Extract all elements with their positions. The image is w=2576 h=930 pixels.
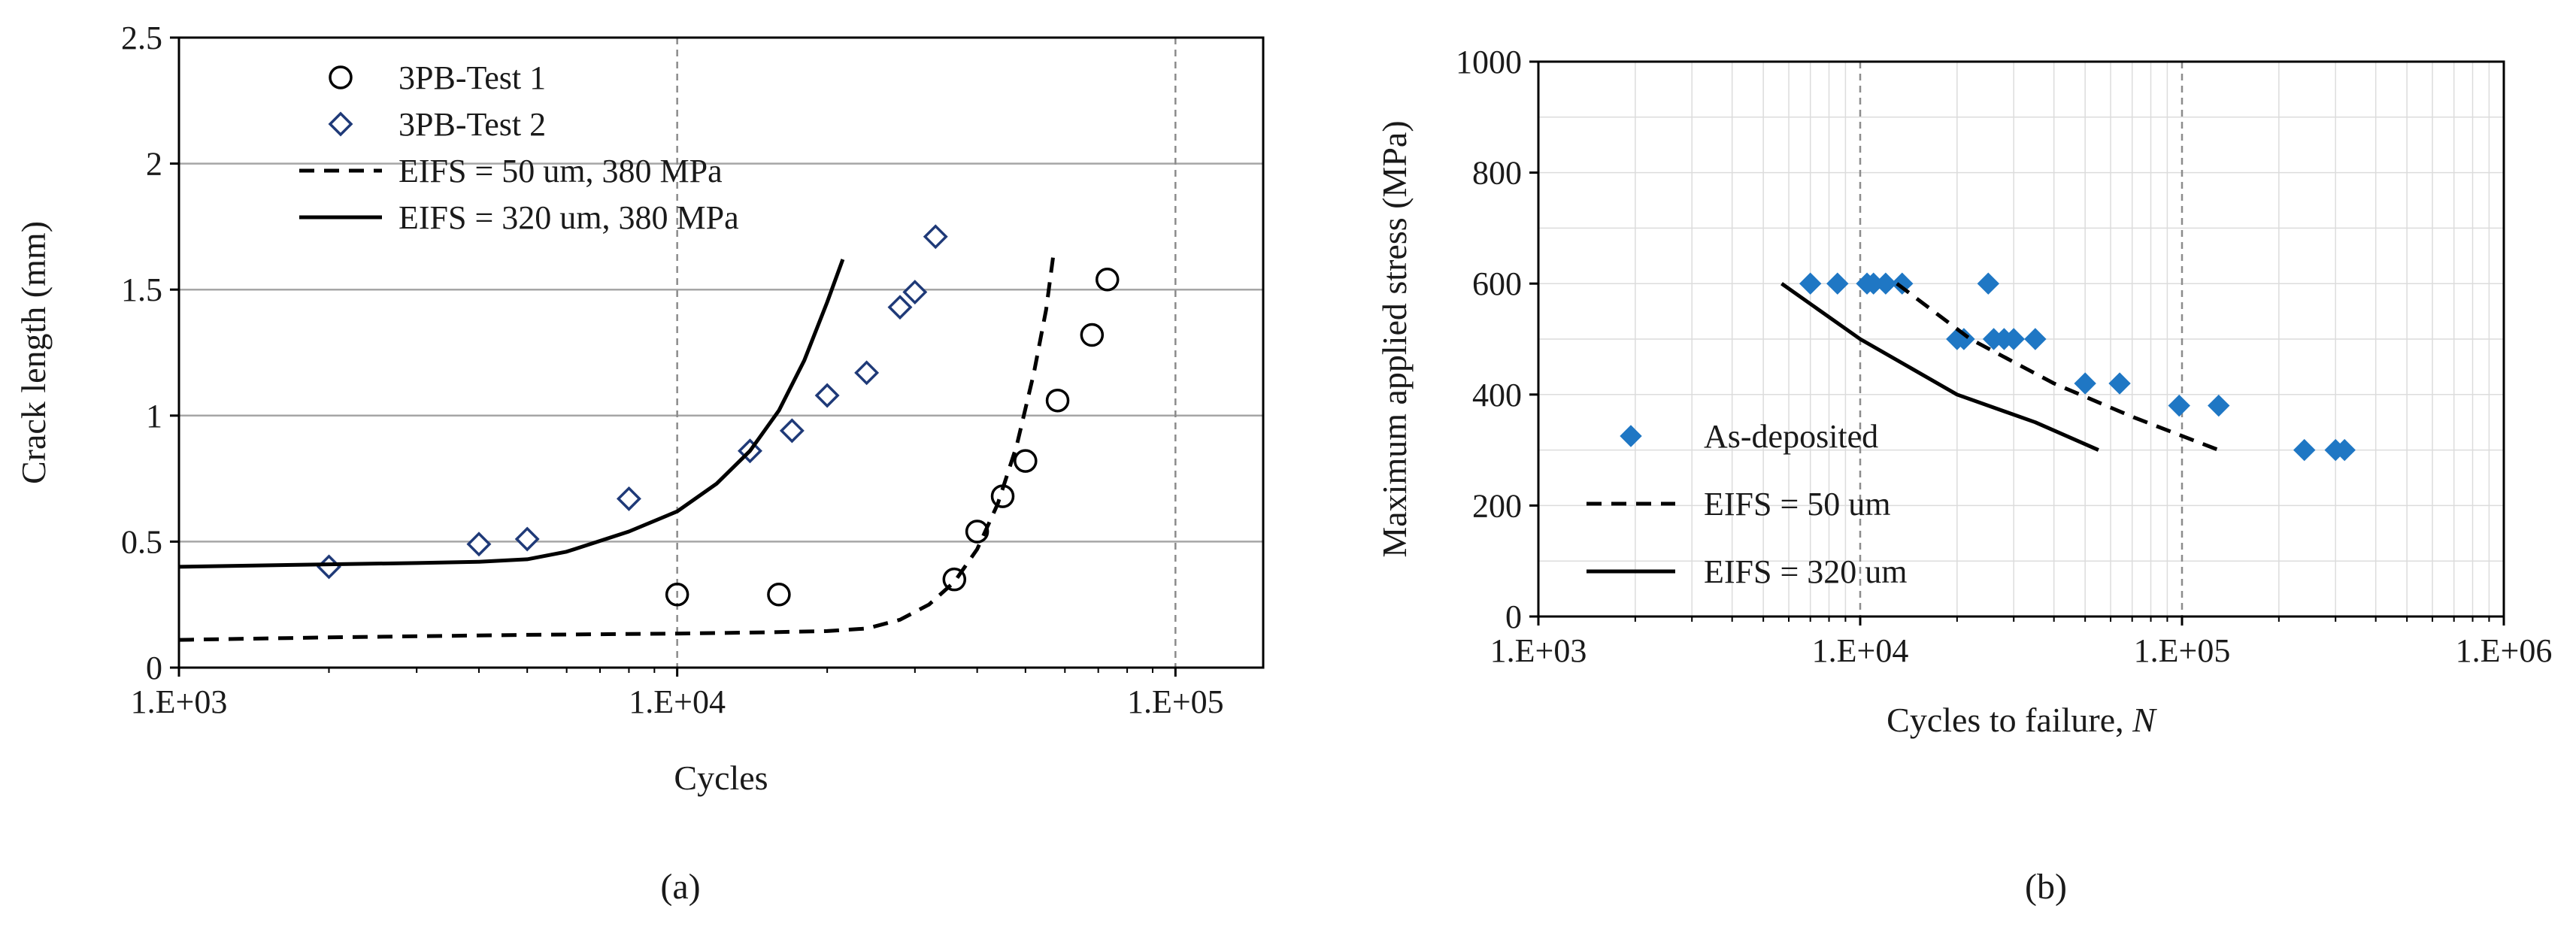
chart-a-y-tick-label: 1.5 [121,271,162,308]
legend-item: As-deposited [1620,418,1878,455]
chart-a-y-tick-label: 1 [146,398,162,435]
chart-a-series [178,224,1120,642]
data-point [1080,323,1105,347]
chart-b-y-tick-label: 800 [1472,155,1522,192]
data-point [854,360,880,386]
chart-b-series [1780,272,2356,462]
chart-a-x-tick-label: 1.E+04 [629,683,726,720]
legend-label: 3PB-Test 2 [399,106,546,143]
chart-b-x-tick-label: 1.E+06 [2456,632,2553,669]
data-point [2002,328,2025,350]
chart-b-panel-label: (b) [2025,867,2067,907]
data-point [1891,272,1914,295]
chart-a-x-tick-label: 1.E+03 [131,683,228,720]
data-point [767,583,791,607]
data-point [887,295,913,320]
chart-b-plot-frame [1537,60,2505,618]
legend-swatch [329,65,353,89]
legend-swatch [1620,425,1642,447]
chart-b-x-axis-title-symbol: N [2132,701,2157,739]
data-point [2293,438,2316,462]
chart-a-plot-frame [177,36,1265,669]
series-line [178,251,1056,642]
series-3pb-test-1 [665,268,1120,607]
series-eifs-320-um [1780,282,2099,452]
data-point [317,554,341,580]
series-line [178,259,845,569]
data-point [2108,372,2131,395]
data-point [814,383,840,408]
legend-label: EIFS = 320 um, 380 MPa [399,199,739,236]
chart-a-y-tick-label: 0 [146,650,162,686]
legend-item: EIFS = 320 um, 380 MPa [299,199,739,236]
chart-a-y-tick-label: 0.5 [121,523,162,560]
chart-b-x-axis-title: Cycles to failure, N [1887,701,2157,739]
legend-item: 3PB-Test 1 [329,59,546,96]
data-point [2168,394,2190,417]
chart-b-y-tick-label: 200 [1472,487,1522,524]
legend-label: 3PB-Test 1 [399,59,546,96]
series-eifs-50-um-380-mpa [178,251,1056,642]
series-line [1896,282,2220,452]
series-as-deposited [1799,272,2356,462]
data-point [942,567,967,592]
legend-item: EIFS = 50 um, 380 MPa [299,153,723,189]
chart-b: 1.E+03 1.E+04 1.E+05 1.E+06 0 200 400 600 800 100… [1375,44,2552,907]
legend-label: EIFS = 320 um [1704,553,1908,590]
data-point [965,520,989,544]
chart-b-x-tick-label: 1.E+04 [1812,632,1909,669]
data-point [1826,272,1849,295]
chart-b-y-tick-label: 600 [1472,265,1522,302]
series-eifs-50-um [1896,282,2220,452]
data-point [1014,449,1038,473]
chart-a-x-tick-label: 1.E+05 [1127,683,1224,720]
chart-a-panel-label: (a) [660,867,700,907]
legend-item: EIFS = 50 um [1587,486,1891,523]
series-eifs-320-um-380-mpa [178,259,845,569]
data-point [1953,328,1975,350]
legend-item: EIFS = 320 um [1587,553,1908,590]
data-point [2208,394,2230,417]
chart-b-ticks: 1.E+03 1.E+04 1.E+05 1.E+06 0 200 400 600 800 100… [1456,44,2552,669]
chart-a-y-tick-label: 2 [146,146,162,183]
chart-a-ticks: 1.E+03 1.E+04 1.E+05 0 0.5 1 1.5 2 2.5 [121,20,1224,720]
data-point [902,280,928,305]
data-point [514,526,540,552]
data-point [616,486,641,511]
data-point [1977,272,2000,295]
chart-b-x-tick-label: 1.E+03 [1490,632,1587,669]
legend-label: EIFS = 50 um, 380 MPa [399,153,723,189]
chart-b-y-tick-label: 1000 [1456,44,1522,80]
legend-swatch [328,111,353,137]
data-point [1095,268,1120,292]
chart-a-grid [179,38,1263,668]
chart-b-x-tick-label: 1.E+05 [2134,632,2231,669]
chart-a-y-tick-label: 2.5 [121,20,162,56]
chart-b-legend: As-deposited EIFS = 50 um EIFS = 320 um [1587,418,1908,590]
data-point [1874,272,1897,295]
data-point [2024,328,2047,350]
chart-a-y-axis-title: Crack length (mm) [14,221,53,484]
chart-b-x-axis-title-text: Cycles to failure, [1887,701,2132,739]
data-point [466,532,492,557]
legend-label: As-deposited [1704,418,1878,455]
data-point [779,418,805,444]
series-line [1780,282,2099,452]
data-point [2074,372,2096,395]
chart-b-y-axis-title: Maximum applied stress (MPa) [1375,120,1414,557]
data-point [923,224,948,250]
chart-a-x-axis-title: Cycles [674,759,768,797]
legend-label: EIFS = 50 um [1704,486,1891,523]
data-point [665,583,689,607]
chart-b-y-tick-label: 0 [1505,598,1522,635]
legend-item: 3PB-Test 2 [328,106,546,143]
data-point [1799,272,1822,295]
chart-a: 1.E+03 1.E+04 1.E+05 0 0.5 1 1.5 2 2.5 3PB-Test … [14,20,1265,907]
data-point [2333,438,2356,462]
chart-a-legend: 3PB-Test 1 3PB-Test 2 EIFS = 50 um, 380 MP… [299,59,739,236]
series-3pb-test-2 [317,224,948,580]
data-point [1045,388,1070,413]
chart-b-y-tick-label: 400 [1472,377,1522,414]
